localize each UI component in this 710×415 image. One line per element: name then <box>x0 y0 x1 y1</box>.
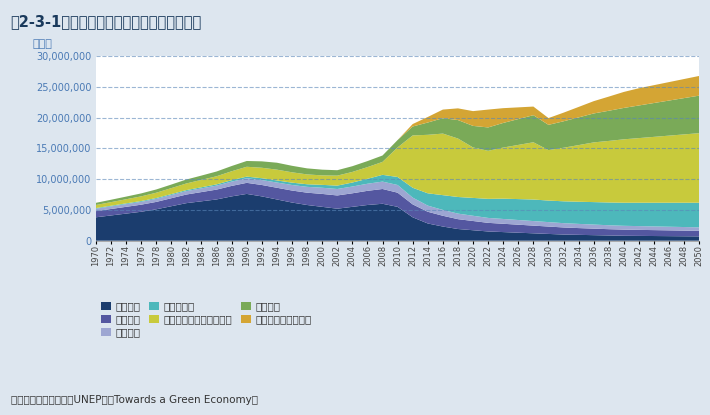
Legend: 石炭産業, 石油産業, ガス産業, バイオ燃料, 再生可能エネルギー産業, 地熱産業, エネルギー管理士等: 石炭産業, 石油産業, ガス産業, バイオ燃料, 再生可能エネルギー産業, 地熱… <box>101 301 312 337</box>
Text: 図2-3-1　エネルギー分野別雇用者数の予測: 図2-3-1 エネルギー分野別雇用者数の予測 <box>11 15 202 29</box>
Text: 資料：国連環境計画（UNEP）『Towards a Green Economy』: 資料：国連環境計画（UNEP）『Towards a Green Economy』 <box>11 395 258 405</box>
Text: （人）: （人） <box>33 39 53 49</box>
